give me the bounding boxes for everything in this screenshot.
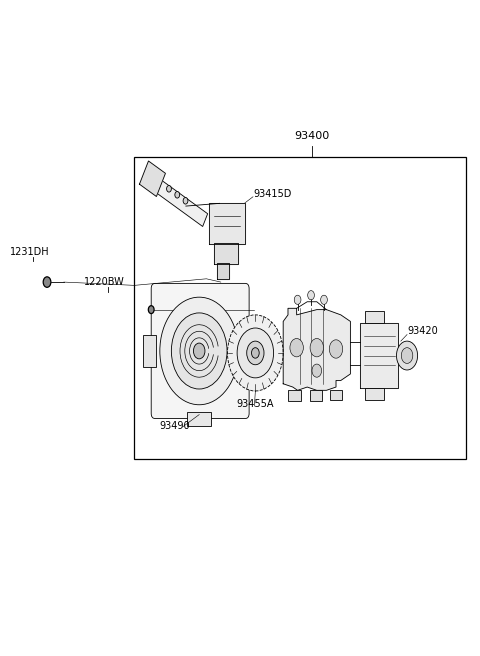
Circle shape — [396, 341, 418, 370]
FancyBboxPatch shape — [151, 283, 249, 419]
Bar — [310, 390, 322, 401]
Circle shape — [43, 277, 51, 287]
Text: 1231DH: 1231DH — [10, 247, 49, 257]
Circle shape — [294, 295, 301, 304]
Polygon shape — [283, 308, 350, 390]
Polygon shape — [360, 323, 398, 388]
Text: 1220BW: 1220BW — [84, 277, 125, 287]
Circle shape — [290, 338, 303, 357]
Text: 93490: 93490 — [159, 421, 190, 431]
Circle shape — [312, 364, 322, 377]
Bar — [187, 412, 211, 426]
Text: 93400: 93400 — [294, 131, 330, 141]
Polygon shape — [140, 161, 166, 197]
Circle shape — [183, 197, 188, 204]
Circle shape — [329, 340, 343, 358]
Circle shape — [237, 328, 274, 378]
Bar — [365, 388, 384, 400]
Polygon shape — [214, 243, 238, 264]
Circle shape — [321, 295, 327, 304]
Circle shape — [167, 186, 171, 192]
Polygon shape — [217, 263, 229, 279]
Bar — [288, 390, 301, 401]
Text: 93415D: 93415D — [253, 189, 291, 199]
Polygon shape — [147, 174, 208, 226]
Circle shape — [308, 291, 314, 300]
Bar — [365, 311, 384, 323]
Text: 93455A: 93455A — [236, 400, 274, 409]
Bar — [134, 157, 466, 459]
Circle shape — [228, 315, 283, 391]
Circle shape — [310, 338, 324, 357]
Text: 93420: 93420 — [407, 326, 438, 336]
Circle shape — [252, 348, 259, 358]
Circle shape — [160, 297, 239, 405]
Bar — [143, 335, 156, 367]
Circle shape — [247, 341, 264, 365]
Circle shape — [175, 192, 180, 198]
Circle shape — [401, 348, 413, 363]
Circle shape — [171, 313, 227, 389]
Bar — [330, 390, 342, 400]
Polygon shape — [209, 203, 245, 244]
Circle shape — [148, 306, 154, 314]
Circle shape — [193, 343, 205, 359]
